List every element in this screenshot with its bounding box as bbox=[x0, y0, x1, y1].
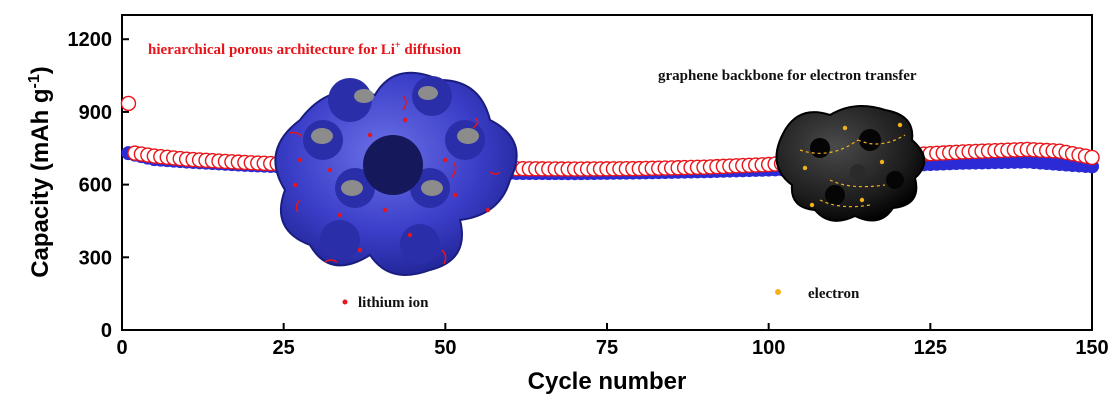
y-axis-title-close: ) bbox=[27, 66, 54, 74]
y-axis-title-main: Capacity (mAh g bbox=[27, 88, 54, 277]
porous-architecture-illustration bbox=[274, 71, 518, 276]
x-axis-title: Cycle number bbox=[528, 368, 687, 395]
y-tick-label: 900 bbox=[79, 102, 112, 124]
porous-annotation: hierarchical porous architecture for Li+… bbox=[148, 40, 462, 58]
x-tick-label: 50 bbox=[434, 337, 456, 359]
series-layer bbox=[120, 95, 1100, 181]
graphene-annotation: graphene backbone for electron transfer bbox=[658, 68, 917, 84]
porous-annotation-main: hierarchical porous architecture for Li bbox=[148, 42, 395, 58]
electron-legend-dot bbox=[775, 289, 781, 295]
graphene-backbone-illustration bbox=[775, 105, 926, 222]
y-tick-label: 600 bbox=[79, 175, 112, 197]
porous-annotation-end: diffusion bbox=[401, 42, 462, 58]
y-tick-label: 0 bbox=[101, 320, 112, 342]
data-point-charge bbox=[1084, 149, 1100, 166]
y-tick-label: 1200 bbox=[68, 29, 113, 51]
x-tick-label: 125 bbox=[914, 337, 947, 359]
lithium-ion-legend-label: lithium ion bbox=[358, 295, 429, 311]
x-tick-label: 75 bbox=[596, 337, 618, 359]
y-axis-title: Capacity (mAh g-1) bbox=[26, 66, 54, 278]
y-tick-label: 300 bbox=[79, 247, 112, 269]
y-axis-title-sup: -1 bbox=[26, 74, 43, 88]
x-tick-label: 25 bbox=[273, 337, 295, 359]
x-tick-label: 100 bbox=[752, 337, 785, 359]
electron-legend-label: electron bbox=[808, 286, 860, 302]
data-point-charge bbox=[120, 95, 137, 112]
lithium-ion-legend-dot bbox=[342, 299, 348, 305]
x-tick-label: 150 bbox=[1075, 337, 1108, 359]
porous-annotation-sup: + bbox=[395, 40, 401, 51]
axis-layer: 0 25 50 75 100 125 150 0 300 600 900 1200 bbox=[68, 29, 1109, 359]
x-tick-label: 0 bbox=[116, 337, 127, 359]
